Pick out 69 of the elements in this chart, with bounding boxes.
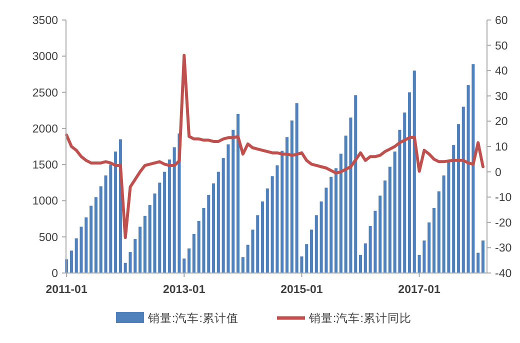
y2-tick-label: 0	[495, 166, 502, 179]
bar	[163, 172, 166, 273]
x-tick-label: 2011-01	[46, 284, 88, 296]
y2-tick-label: 40	[495, 66, 508, 78]
line-series	[65, 54, 484, 240]
bar	[261, 201, 264, 273]
y2-tick-label: 60	[495, 15, 508, 27]
bar	[90, 206, 93, 273]
legend-label: 销量:汽车:累计值	[147, 311, 238, 325]
bar	[408, 92, 412, 273]
bar	[256, 215, 260, 273]
y2-tick-label: 10	[495, 142, 508, 154]
y2-tick-label: 20	[495, 116, 508, 128]
bar	[143, 216, 146, 273]
y-tick-label: 1500	[32, 160, 58, 172]
bar	[428, 222, 431, 273]
bar	[481, 240, 485, 273]
bar	[354, 95, 358, 273]
bar	[462, 106, 465, 273]
y-tick-label: 3000	[32, 51, 58, 64]
bar	[383, 180, 387, 273]
y2-tick-label: -10	[495, 192, 512, 204]
bar	[114, 152, 118, 273]
bar	[339, 154, 342, 273]
x-tick-label: 2017-01	[398, 284, 441, 296]
y2-tick-label: -30	[495, 242, 512, 255]
bar	[388, 166, 392, 273]
y-tick-label: 2500	[32, 87, 58, 100]
legend-label: 销量:汽车:累计同比	[308, 311, 412, 325]
bar	[290, 120, 294, 273]
bar	[452, 145, 456, 273]
y2-tick-label: -20	[495, 217, 512, 230]
bar	[358, 254, 362, 273]
bar	[192, 234, 196, 273]
bar	[241, 257, 244, 273]
bar	[330, 176, 333, 273]
y-tick-label: 500	[38, 232, 58, 244]
bar	[310, 230, 314, 273]
bar	[437, 191, 440, 273]
y-tick-label: 0	[52, 268, 58, 280]
bar	[476, 252, 480, 273]
bar	[403, 112, 406, 273]
bar	[305, 244, 308, 273]
y-tick-label: 2000	[32, 123, 58, 136]
bar	[378, 196, 382, 273]
y-tick-label: 1000	[32, 196, 58, 208]
bar	[138, 226, 142, 273]
bar	[168, 160, 171, 273]
bar	[94, 197, 98, 273]
y2-tick-label: -40	[495, 268, 512, 280]
bar	[188, 248, 191, 273]
bar	[456, 124, 460, 273]
y-tick-label: 3500	[32, 15, 58, 27]
bar	[70, 250, 73, 273]
bar	[216, 172, 220, 273]
bar	[364, 243, 367, 273]
x-tick-label: 2015-01	[280, 284, 324, 296]
bar	[212, 183, 216, 273]
bar	[236, 114, 240, 273]
bar	[266, 188, 269, 273]
x-tick-label: 2013-01	[163, 284, 206, 296]
y2-tick-label: 50	[495, 40, 508, 52]
bar	[314, 215, 318, 273]
bar	[334, 168, 338, 273]
y2-tick-label: 30	[495, 90, 508, 103]
bar	[412, 70, 416, 273]
bar	[280, 150, 284, 273]
bar	[432, 208, 436, 273]
bar	[286, 137, 289, 273]
